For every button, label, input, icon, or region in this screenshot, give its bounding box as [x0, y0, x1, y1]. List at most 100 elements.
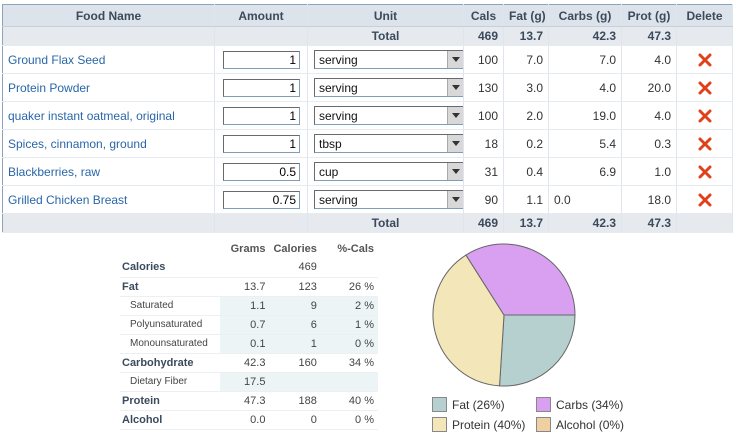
delete-x-icon[interactable] [698, 165, 712, 179]
nutrition-row: Protein 47.3 188 40 % [120, 391, 378, 411]
nutrient-pct [320, 258, 378, 278]
row-prot: 4.0 [621, 101, 677, 130]
nutrition-row: Polyunsaturated 0.7 6 1 % [120, 315, 378, 335]
col-header-amount[interactable]: Amount [214, 4, 308, 27]
unit-select[interactable]: cup [314, 162, 463, 181]
nutrition-row: Saturated 1.1 9 2 % [120, 296, 378, 316]
row-fat: 7.0 [503, 45, 549, 74]
unit-select[interactable]: serving [314, 190, 463, 209]
legend-label: Alcohol (0%) [556, 417, 625, 432]
nutrient-calories: 0 [269, 410, 321, 430]
row-cals: 130 [463, 73, 504, 102]
unit-select-value: serving [319, 53, 358, 67]
pie-slice [465, 243, 576, 316]
chevron-down-icon[interactable] [447, 163, 463, 180]
unit-select[interactable]: serving [314, 50, 463, 69]
total-prot: 47.3 [621, 26, 677, 46]
unit-select[interactable]: serving [314, 106, 463, 125]
nutrient-pct: 34 % [320, 353, 378, 373]
unit-select[interactable]: tbsp [314, 134, 463, 153]
legend-swatch [536, 397, 551, 413]
unit-select-value: serving [319, 81, 358, 95]
chevron-down-icon[interactable] [447, 79, 463, 96]
row-carbs: 4.0 [548, 73, 622, 102]
nutrient-grams: 0.7 [219, 315, 270, 335]
delete-x-icon[interactable] [698, 81, 712, 95]
chevron-down-icon[interactable] [447, 191, 463, 208]
row-fat: 3.0 [503, 73, 549, 102]
food-name-link[interactable]: Grilled Chicken Breast [2, 185, 215, 214]
col-header-food-name[interactable]: Food Name [2, 4, 215, 27]
total-label: Total [307, 213, 464, 233]
amount-input[interactable] [223, 134, 300, 153]
total-prot: 47.3 [621, 213, 677, 233]
col-header-carbs[interactable]: Carbs (g) [548, 4, 622, 27]
food-row: Blackberries, raw cup 310.46.91.0 [2, 157, 733, 186]
food-name-link[interactable]: quaker instant oatmeal, original [2, 101, 215, 130]
nutrient-label: Polyunsaturated [120, 315, 220, 335]
legend-swatch [536, 417, 551, 433]
nutrient-grams: 47.3 [219, 391, 270, 411]
food-name-link[interactable]: Protein Powder [2, 73, 215, 102]
legend-swatch [432, 417, 447, 433]
amount-input[interactable] [223, 50, 300, 69]
col-header-unit[interactable]: Unit [307, 4, 464, 27]
nutrient-grams: 42.3 [219, 353, 270, 373]
delete-x-icon[interactable] [698, 137, 712, 151]
amount-input[interactable] [223, 190, 300, 209]
unit-select[interactable]: serving [314, 78, 463, 97]
legend-item: Fat (26%) [432, 397, 505, 413]
row-prot: 18.0 [621, 185, 677, 214]
unit-select-value: tbsp [319, 137, 342, 151]
total-row-top: Total 469 13.7 42.3 47.3 [2, 26, 733, 46]
legend-swatch [432, 397, 447, 413]
total-carbs: 42.3 [548, 213, 622, 233]
amount-input[interactable] [223, 78, 300, 97]
food-name-link[interactable]: Blackberries, raw [2, 157, 215, 186]
delete-x-icon[interactable] [698, 193, 712, 207]
row-prot: 0.3 [621, 129, 677, 158]
amount-input[interactable] [223, 162, 300, 181]
total-cals: 469 [463, 213, 504, 233]
table-header-row: Food Name Amount Unit Cals Fat (g) Carbs… [2, 4, 733, 27]
total-carbs: 42.3 [548, 26, 622, 46]
delete-x-icon[interactable] [698, 53, 712, 67]
unit-select-value: cup [319, 165, 339, 179]
delete-x-icon[interactable] [698, 109, 712, 123]
legend-item: Alcohol (0%) [536, 417, 624, 433]
nutrient-calories [269, 372, 321, 392]
food-name-link[interactable]: Ground Flax Seed [2, 45, 215, 74]
row-fat: 0.4 [503, 157, 549, 186]
row-fat: 2.0 [503, 101, 549, 130]
row-cals: 100 [463, 45, 504, 74]
nutrient-pct: 0 % [320, 410, 378, 430]
legend-label: Protein (40%) [452, 417, 526, 432]
col-header-cals[interactable]: Cals [463, 4, 504, 27]
total-label: Total [307, 26, 464, 46]
row-prot: 1.0 [621, 157, 677, 186]
nutrient-label: Carbohydrate [120, 353, 220, 373]
legend-label: Carbs (34%) [556, 397, 624, 412]
nutrition-row: Dietary Fiber 17.5 [120, 372, 378, 392]
col-header-prot[interactable]: Prot (g) [621, 4, 677, 27]
amount-input[interactable] [223, 106, 300, 125]
row-carbs: 5.4 [548, 129, 622, 158]
nutrient-grams [219, 258, 270, 278]
row-cals: 90 [463, 185, 504, 214]
nutrient-label: Fat [120, 277, 220, 297]
col-header-fat[interactable]: Fat (g) [503, 4, 549, 27]
nutrient-label: Monounsaturated [120, 334, 220, 354]
row-cals: 100 [463, 101, 504, 130]
nutrition-header-grams: Grams [230, 243, 266, 255]
nutrient-calories: 469 [269, 258, 321, 278]
nutrient-label: Dietary Fiber [120, 372, 220, 392]
legend-item: Protein (40%) [432, 417, 525, 433]
nutrient-calories: 123 [269, 277, 321, 297]
chevron-down-icon[interactable] [447, 135, 463, 152]
chevron-down-icon[interactable] [447, 51, 463, 68]
chevron-down-icon[interactable] [447, 107, 463, 124]
food-name-link[interactable]: Spices, cinnamon, ground [2, 129, 215, 158]
row-cals: 18 [463, 129, 504, 158]
col-header-delete: Delete [676, 4, 733, 27]
